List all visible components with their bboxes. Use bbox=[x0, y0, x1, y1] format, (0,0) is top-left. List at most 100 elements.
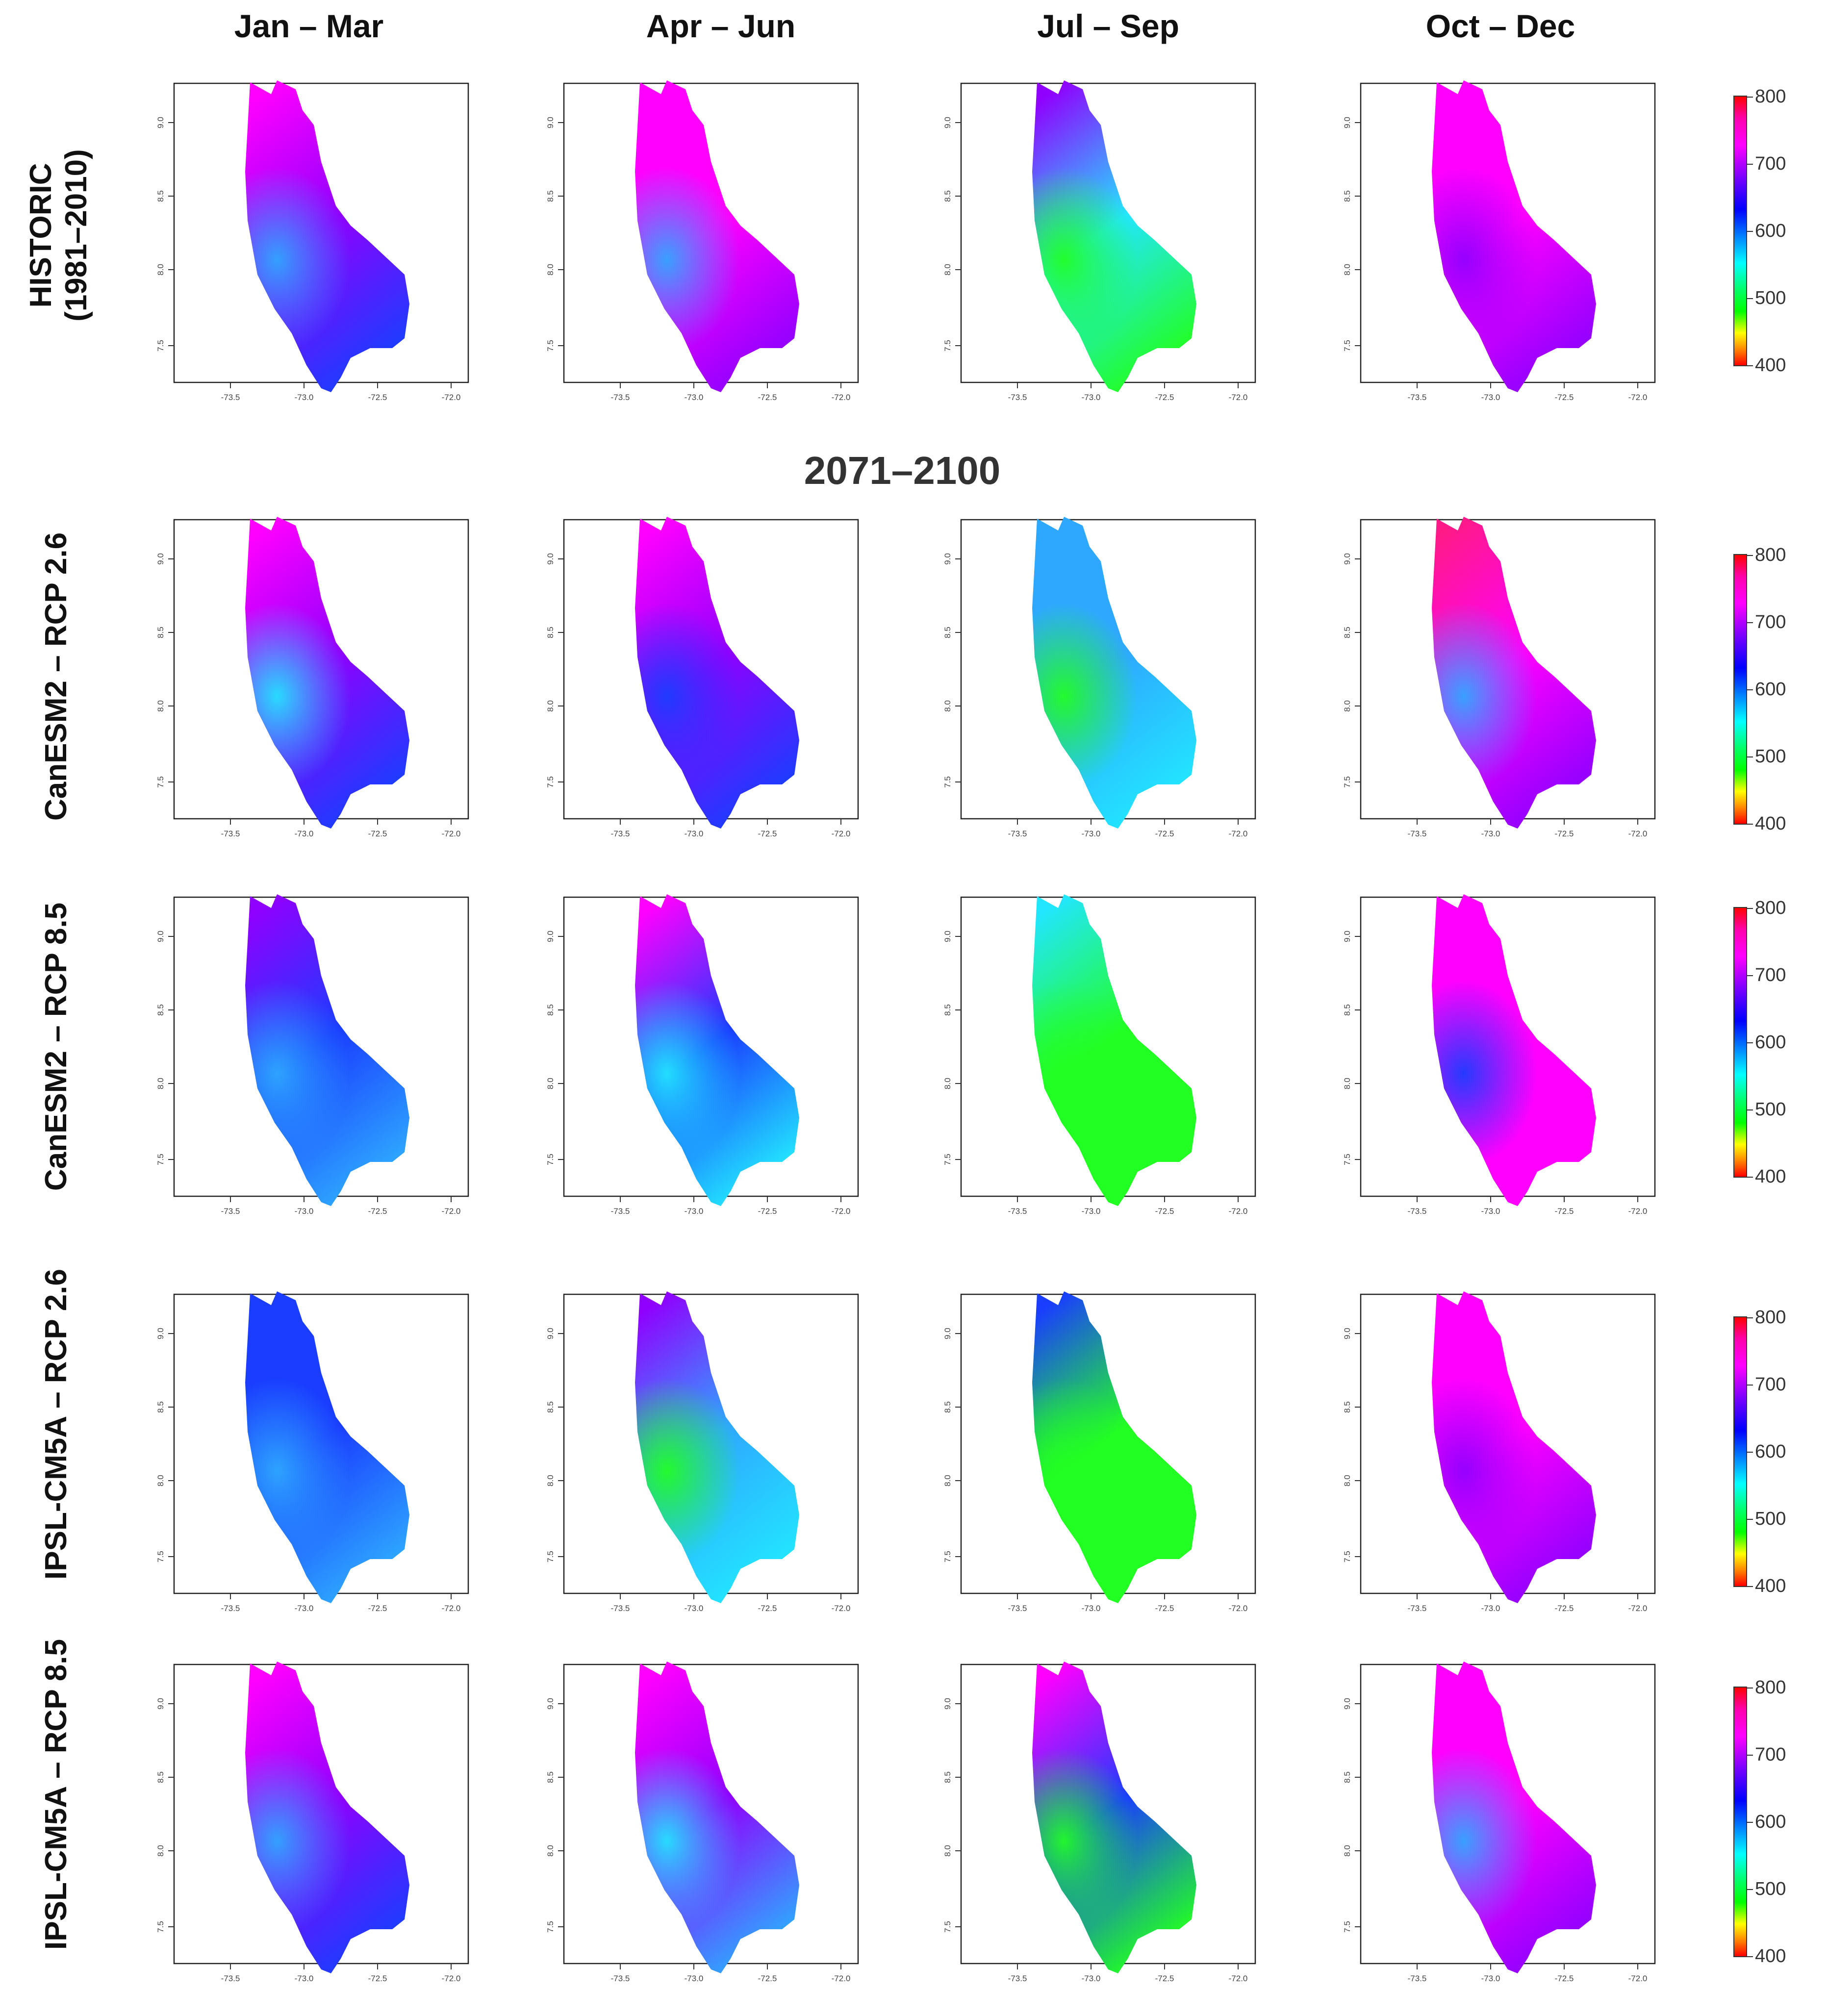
x-tick-label: -72.5 bbox=[1555, 393, 1574, 402]
map-svg: -73.5 -73.0 -72.5 -72.0 9.0 8.5 8.0 7.5 bbox=[1343, 517, 1656, 838]
y-tick-label: 8.0 bbox=[1343, 700, 1352, 712]
map-panel-canesm2-rcp26-jan-mar: -73.5 -73.0 -72.5 -72.0 9.0 8.5 8.0 7.5 bbox=[156, 517, 469, 843]
x-tick-label: -73.0 bbox=[1481, 1207, 1500, 1216]
x-tick-label: -73.5 bbox=[611, 1604, 630, 1613]
x-tick-label: -73.0 bbox=[295, 829, 314, 838]
y-tick-label: 8.5 bbox=[1343, 1401, 1352, 1413]
x-tick-label: -73.0 bbox=[295, 1604, 314, 1613]
y-tick-label: 8.5 bbox=[546, 190, 555, 202]
map-svg: -73.5 -73.0 -72.5 -72.0 9.0 8.5 8.0 7.5 bbox=[1343, 894, 1656, 1216]
x-tick-label: -73.5 bbox=[1008, 393, 1027, 402]
colorbar-label: 400 bbox=[1755, 813, 1786, 834]
y-tick-label: 8.0 bbox=[546, 264, 555, 276]
x-tick-label: -72.0 bbox=[832, 393, 851, 402]
y-tick-label: 9.0 bbox=[546, 1698, 555, 1710]
y-tick-label: 8.5 bbox=[546, 627, 555, 638]
colorbar-tick bbox=[1746, 689, 1753, 690]
map-svg: -73.5 -73.0 -72.5 -72.0 9.0 8.5 8.0 7.5 bbox=[156, 1291, 469, 1613]
colorbar-tick bbox=[1746, 164, 1753, 165]
y-tick-label: 8.5 bbox=[943, 1771, 952, 1783]
y-tick-label: 7.5 bbox=[1343, 1551, 1352, 1562]
column-title-jan-mar: Jan – Mar bbox=[234, 8, 384, 44]
x-tick-label: -72.0 bbox=[442, 393, 461, 402]
colorbar-tick bbox=[1746, 1452, 1753, 1453]
map-panel-historic-jan-mar: -73.5 -73.0 -72.5 -72.0 9.0 8.5 8.0 7.5 bbox=[156, 80, 469, 407]
y-tick-label: 7.5 bbox=[156, 1551, 165, 1562]
map-panel-ipsl-rcp85-oct-dec: -73.5 -73.0 -72.5 -72.0 9.0 8.5 8.0 7.5 bbox=[1343, 1662, 1656, 1988]
y-tick-label: 7.5 bbox=[943, 776, 952, 788]
x-tick-label: -73.5 bbox=[611, 393, 630, 402]
colorbar-label: 700 bbox=[1755, 612, 1786, 632]
value-patch-southwest bbox=[1032, 981, 1138, 1167]
y-tick-label: 9.0 bbox=[156, 1698, 165, 1710]
y-tick-label: 8.5 bbox=[1343, 627, 1352, 638]
y-tick-label: 7.5 bbox=[546, 1551, 555, 1562]
x-tick-label: -72.0 bbox=[442, 1207, 461, 1216]
x-tick-label: -73.5 bbox=[221, 1974, 240, 1983]
y-tick-label: 8.0 bbox=[546, 1078, 555, 1089]
map-svg: -73.5 -73.0 -72.5 -72.0 9.0 8.5 8.0 7.5 bbox=[943, 894, 1256, 1216]
x-tick-label: -73.5 bbox=[1408, 1604, 1427, 1613]
x-tick-label: -73.5 bbox=[221, 393, 240, 402]
x-tick-label: -72.5 bbox=[1155, 829, 1174, 838]
colorbar-label: 500 bbox=[1755, 1509, 1786, 1529]
x-tick-label: -72.0 bbox=[1229, 1604, 1248, 1613]
y-tick-label: 7.5 bbox=[546, 1921, 555, 1933]
value-patch-southwest bbox=[245, 167, 351, 353]
y-tick-label: 8.5 bbox=[943, 1401, 952, 1413]
colorbar-label: 800 bbox=[1755, 898, 1786, 918]
y-tick-label: 9.0 bbox=[1343, 553, 1352, 565]
y-tick-label: 7.5 bbox=[943, 340, 952, 352]
y-tick-label: 8.0 bbox=[546, 1845, 555, 1857]
x-tick-label: -72.0 bbox=[832, 1207, 851, 1216]
map-svg: -73.5 -73.0 -72.5 -72.0 9.0 8.5 8.0 7.5 bbox=[943, 1291, 1256, 1613]
y-tick-label: 9.0 bbox=[943, 1328, 952, 1339]
value-patch-southwest bbox=[1432, 1378, 1537, 1564]
colorbar-gradient bbox=[1733, 907, 1747, 1178]
colorbar-label: 500 bbox=[1755, 1879, 1786, 1899]
y-tick-label: 9.0 bbox=[943, 553, 952, 565]
y-tick-label: 9.0 bbox=[546, 117, 555, 128]
x-tick-label: -72.0 bbox=[1628, 393, 1648, 402]
row-label-ipsl-rcp26: IPSL-CM5A – RCP 2.6 bbox=[39, 1269, 73, 1580]
y-tick-label: 8.5 bbox=[943, 190, 952, 202]
colorbar-tick bbox=[1746, 1177, 1753, 1178]
y-tick-label: 8.0 bbox=[156, 264, 165, 276]
y-tick-label: 7.5 bbox=[943, 1154, 952, 1165]
value-patch-southwest bbox=[635, 981, 740, 1167]
y-tick-label: 7.5 bbox=[546, 1154, 555, 1165]
map-svg: -73.5 -73.0 -72.5 -72.0 9.0 8.5 8.0 7.5 bbox=[546, 80, 859, 402]
x-tick-label: -73.0 bbox=[1082, 1604, 1101, 1613]
column-title-oct-dec: Oct – Dec bbox=[1425, 8, 1575, 44]
future-period-title: 2071–2100 bbox=[804, 449, 1001, 492]
colorbar-tick bbox=[1746, 622, 1753, 623]
map-svg: -73.5 -73.0 -72.5 -72.0 9.0 8.5 8.0 7.5 bbox=[943, 1662, 1256, 1983]
colorbar-label: 400 bbox=[1755, 1576, 1786, 1596]
x-tick-label: -72.0 bbox=[1628, 1207, 1648, 1216]
x-tick-label: -73.5 bbox=[1008, 1604, 1027, 1613]
map-panel-ipsl-rcp26-oct-dec: -73.5 -73.0 -72.5 -72.0 9.0 8.5 8.0 7.5 bbox=[1343, 1291, 1656, 1618]
y-tick-label: 8.5 bbox=[943, 627, 952, 638]
y-tick-label: 8.5 bbox=[943, 1004, 952, 1016]
y-tick-label: 9.0 bbox=[546, 931, 555, 942]
colorbar-label: 800 bbox=[1755, 545, 1786, 565]
colorbar-tick bbox=[1746, 555, 1753, 556]
value-patch-southwest bbox=[635, 167, 740, 353]
x-tick-label: -73.0 bbox=[685, 1604, 704, 1613]
colorbar-label: 600 bbox=[1755, 679, 1786, 700]
y-tick-label: 8.5 bbox=[156, 190, 165, 202]
map-svg: -73.5 -73.0 -72.5 -72.0 9.0 8.5 8.0 7.5 bbox=[156, 80, 469, 402]
map-panel-canesm2-rcp26-apr-jun: -73.5 -73.0 -72.5 -72.0 9.0 8.5 8.0 7.5 bbox=[546, 517, 859, 843]
x-tick-label: -72.0 bbox=[1229, 1207, 1248, 1216]
value-patch-southwest bbox=[245, 1378, 351, 1564]
y-tick-label: 8.0 bbox=[546, 1475, 555, 1487]
y-tick-label: 9.0 bbox=[156, 1328, 165, 1339]
colorbar-label: 500 bbox=[1755, 288, 1786, 308]
x-tick-label: -73.0 bbox=[1082, 829, 1101, 838]
x-tick-label: -73.0 bbox=[685, 1207, 704, 1216]
x-tick-label: -72.5 bbox=[368, 1604, 387, 1613]
x-tick-label: -73.0 bbox=[685, 393, 704, 402]
y-tick-label: 8.0 bbox=[156, 1845, 165, 1857]
value-patch-southwest bbox=[245, 603, 351, 789]
x-tick-label: -72.0 bbox=[442, 829, 461, 838]
